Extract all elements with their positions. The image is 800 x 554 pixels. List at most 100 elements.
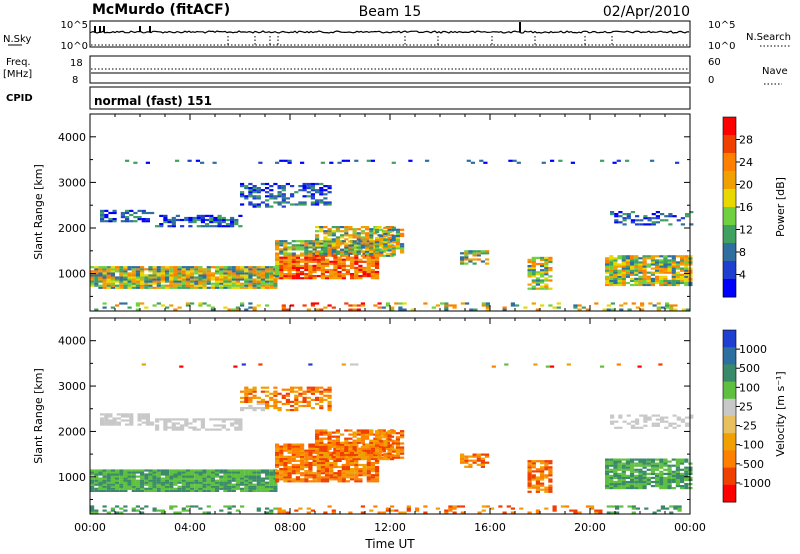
echo-cell: [256, 469, 261, 472]
echo-cell: [219, 276, 224, 279]
echo-cell: [202, 286, 207, 289]
echo-cell: [613, 281, 618, 285]
echo-cell: [345, 258, 350, 261]
echo-cell: [148, 282, 153, 285]
echo-cell: [198, 278, 203, 281]
echo-cell: [369, 244, 374, 247]
echo-cell: [98, 487, 103, 490]
colorbar-swatch: [723, 484, 736, 503]
echo-cell: [350, 476, 355, 479]
echo-cell: [362, 252, 367, 255]
echo-cell: [225, 225, 230, 228]
echo-cell: [366, 459, 371, 462]
echo-cell: [548, 472, 553, 475]
echo-cell: [177, 274, 182, 277]
echo-cell: [102, 266, 107, 269]
echo-cell: [391, 430, 396, 433]
echo-cell: [365, 443, 370, 446]
echo-cell: [260, 386, 265, 389]
echo-cell: [291, 457, 296, 460]
echo-cell: [667, 474, 672, 477]
echo-cell: [531, 486, 536, 489]
echo-cell: [358, 468, 363, 471]
echo-cell: [327, 396, 332, 399]
echo-cell: [316, 463, 321, 467]
echo-cell: [354, 260, 359, 263]
echo-cell: [319, 441, 324, 444]
echo-cell: [287, 252, 292, 255]
echo-cell: [312, 242, 317, 245]
echo-cell: [100, 220, 105, 223]
echo-cell: [642, 476, 647, 479]
echo-cell: [202, 479, 207, 482]
echo-cell: [287, 476, 292, 479]
echo-cell: [275, 472, 280, 475]
echo-cell: [319, 400, 324, 403]
echo-cell: [90, 276, 95, 279]
echo-cell: [145, 211, 150, 215]
echo-cell: [141, 209, 146, 212]
echo-cell: [160, 304, 165, 307]
echo-cell: [291, 459, 296, 462]
echo-cell: [548, 480, 553, 483]
echo-cell: [227, 483, 232, 486]
echo-cell: [626, 414, 631, 417]
echo-cell: [244, 392, 249, 395]
echo-cell: [194, 276, 199, 279]
echo-cell: [129, 413, 134, 416]
echo-cell: [400, 450, 405, 453]
colorbar-swatch: [723, 261, 736, 280]
echo-cell: [230, 218, 235, 222]
echo-cell: [613, 464, 618, 467]
echo-cell: [348, 250, 353, 253]
echo-cell: [312, 480, 317, 483]
echo-cell: [304, 453, 309, 456]
echo-cell: [210, 471, 215, 474]
echo-cell: [252, 469, 257, 472]
echo-cell: [177, 471, 182, 474]
echo-cell: [358, 264, 363, 267]
echo-cell: [527, 269, 532, 272]
echo-cell: [476, 459, 481, 462]
echo-cell: [352, 228, 357, 231]
echo-cell: [689, 223, 694, 226]
echo-cell: [210, 489, 215, 492]
echo-cell: [173, 276, 178, 279]
echo-cell: [104, 213, 109, 217]
echo-cell: [331, 234, 336, 237]
echo-cell: [680, 279, 685, 282]
echo-cell: [294, 398, 299, 401]
echo-cell: [635, 223, 640, 226]
echo-cell: [156, 473, 161, 476]
echo-cell: [119, 278, 124, 281]
echo-cell: [570, 161, 575, 164]
echo-cell: [335, 240, 340, 243]
echo-cell: [98, 278, 103, 281]
echo-cell: [659, 281, 664, 285]
echo-cell: [362, 449, 367, 452]
echo-cell: [173, 477, 178, 480]
echo-cell: [281, 205, 286, 208]
colorbar-tick-label: 16: [739, 201, 753, 214]
echo-cell: [689, 414, 694, 417]
echo-cell: [366, 447, 371, 450]
echo-cell: [300, 248, 305, 251]
echo-cell: [335, 230, 340, 233]
echo-cell: [295, 480, 300, 483]
echo-cell: [106, 479, 111, 482]
echo-cell: [610, 511, 615, 514]
echo-cell: [119, 507, 124, 510]
echo-cell: [377, 306, 382, 309]
echo-cell: [327, 203, 332, 206]
echo-cell: [377, 431, 382, 434]
echo-cell: [256, 507, 261, 510]
echo-cell: [148, 473, 153, 476]
echo-cell: [319, 390, 324, 393]
echo-cell: [626, 422, 631, 425]
echo-cell: [285, 197, 290, 200]
echo-cell: [527, 267, 532, 270]
echo-cell: [152, 266, 157, 269]
echo-cell: [140, 475, 145, 478]
echo-cell: [335, 246, 340, 249]
echo-cell: [464, 256, 469, 259]
